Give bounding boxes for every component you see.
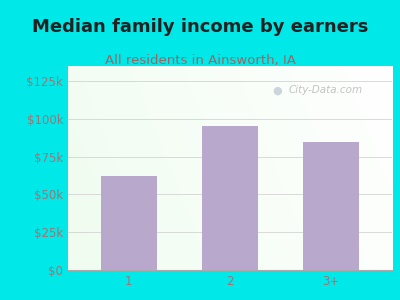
Text: ●: ● — [272, 85, 282, 95]
Bar — [101, 176, 156, 270]
Text: Median family income by earners: Median family income by earners — [32, 18, 368, 36]
Text: City-Data.com: City-Data.com — [288, 85, 362, 95]
Text: All residents in Ainsworth, IA: All residents in Ainsworth, IA — [104, 54, 296, 67]
Bar — [202, 126, 258, 270]
Bar — [304, 142, 359, 270]
